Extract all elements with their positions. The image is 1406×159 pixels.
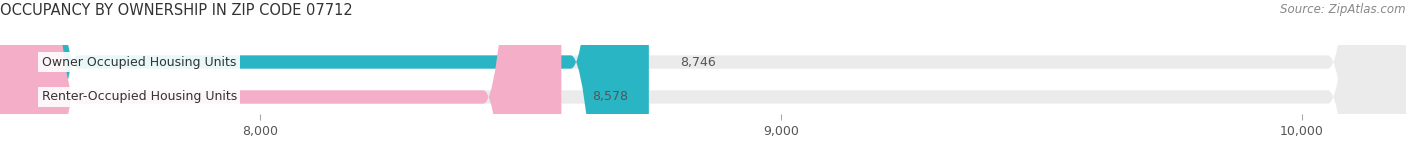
Text: Owner Occupied Housing Units: Owner Occupied Housing Units xyxy=(42,55,236,69)
FancyBboxPatch shape xyxy=(0,0,648,159)
Text: 8,578: 8,578 xyxy=(592,90,628,104)
Text: 8,746: 8,746 xyxy=(681,55,716,69)
Text: Renter-Occupied Housing Units: Renter-Occupied Housing Units xyxy=(42,90,236,104)
Text: OCCUPANCY BY OWNERSHIP IN ZIP CODE 07712: OCCUPANCY BY OWNERSHIP IN ZIP CODE 07712 xyxy=(0,3,353,18)
Text: Source: ZipAtlas.com: Source: ZipAtlas.com xyxy=(1281,3,1406,16)
FancyBboxPatch shape xyxy=(0,0,561,159)
